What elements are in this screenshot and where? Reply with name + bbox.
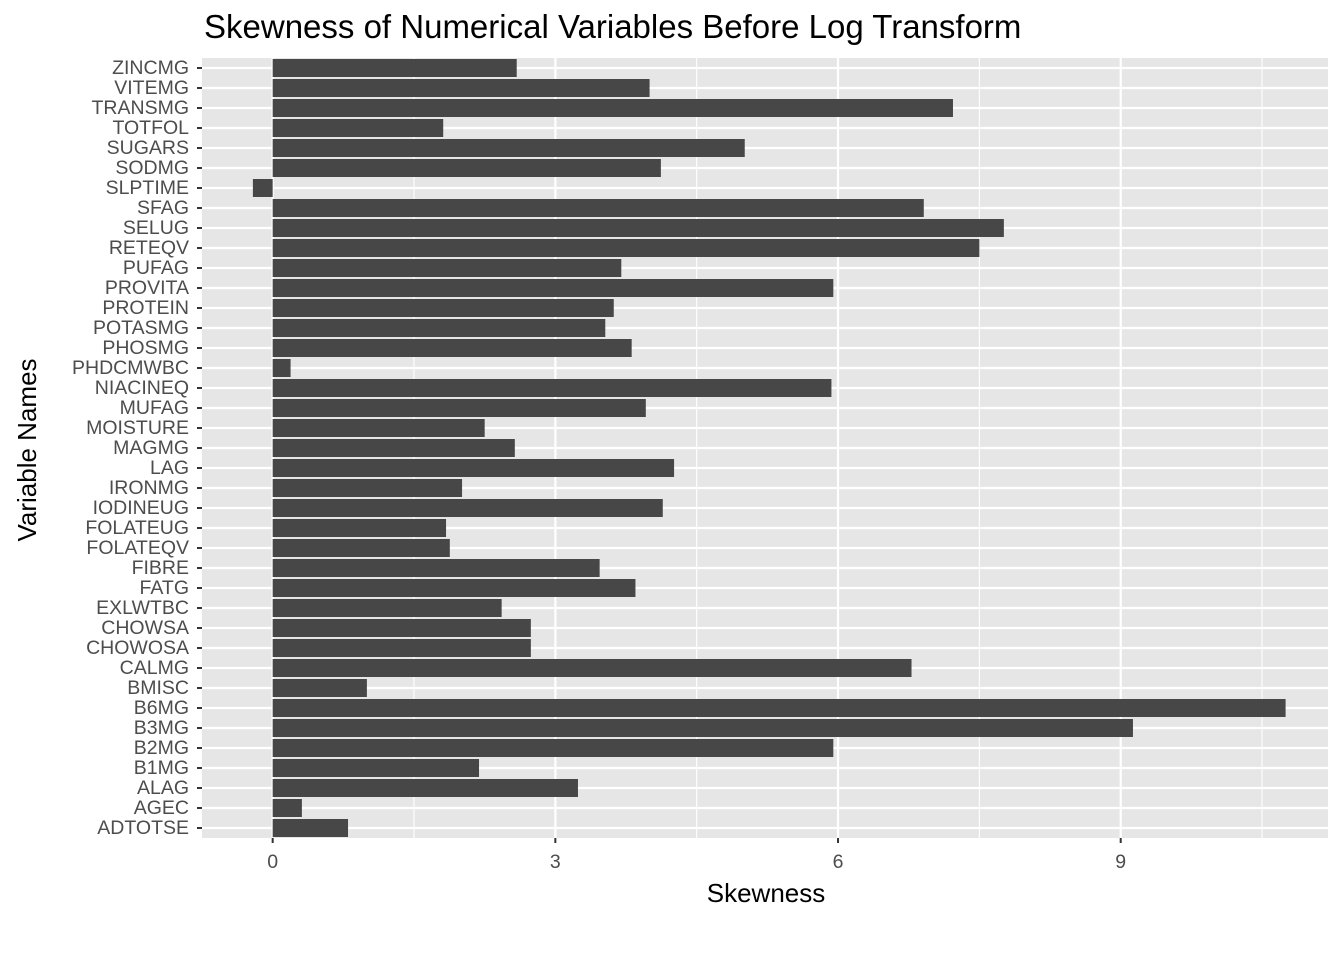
bar-sugars xyxy=(272,139,745,157)
bar-protein xyxy=(272,299,614,317)
bar-phosmg xyxy=(272,339,632,357)
y-tick-label: TOTFOL xyxy=(112,117,189,139)
bar-potasmg xyxy=(272,319,606,337)
bars xyxy=(252,59,1286,837)
y-tick-label: VITEMG xyxy=(114,77,189,99)
y-tick-label: MOISTURE xyxy=(86,417,189,439)
y-tick-label: B2MG xyxy=(134,737,189,759)
bar-magmg xyxy=(272,439,515,457)
bar-sfag xyxy=(272,199,924,217)
x-tick-label: 0 xyxy=(267,851,278,873)
y-tick-label: PHDCMWBC xyxy=(72,357,189,379)
y-tick-label: B1MG xyxy=(134,757,189,779)
bar-agec xyxy=(272,799,302,817)
y-tick-label: PROTEIN xyxy=(102,297,189,319)
bar-transmg xyxy=(272,99,953,117)
bar-calmg xyxy=(272,659,912,677)
bar-adtotse xyxy=(272,819,349,837)
bar-niacineq xyxy=(272,379,832,397)
y-tick-label: ALAG xyxy=(137,777,189,799)
bar-pufag xyxy=(272,259,622,277)
y-tick-label: CALMG xyxy=(120,657,189,679)
x-axis: 0 3 6 9 xyxy=(267,838,1126,873)
bar-exlwtbc xyxy=(272,599,502,617)
chart-title: Skewness of Numerical Variables Before L… xyxy=(204,8,1021,45)
x-tick-label: 3 xyxy=(550,851,561,873)
y-tick-label: SELUG xyxy=(123,217,189,239)
bar-fibre xyxy=(272,559,600,577)
y-tick-label: LAG xyxy=(150,457,189,479)
grid-lines xyxy=(202,58,1328,838)
y-tick-label: SUGARS xyxy=(107,137,189,159)
y-tick-label: SLPTIME xyxy=(106,177,189,199)
y-tick-label: NIACINEQ xyxy=(95,377,189,399)
bar-totfol xyxy=(272,119,444,137)
bar-zincmg xyxy=(272,59,517,77)
y-tick-label: ZINCMG xyxy=(112,57,189,79)
bar-folateug xyxy=(272,519,447,537)
y-tick-label: AGEC xyxy=(134,797,189,819)
bar-chowosa xyxy=(272,639,531,657)
y-tick-label: PUFAG xyxy=(123,257,189,279)
x-tick-label: 6 xyxy=(833,851,844,873)
y-tick-label: SFAG xyxy=(137,197,189,219)
bar-ironmg xyxy=(272,479,463,497)
y-tick-label: IRONMG xyxy=(109,477,189,499)
y-axis: ADTOTSEAGECALAGB1MGB2MGB3MGB6MGBMISCCALM… xyxy=(72,57,202,839)
y-tick-label: MAGMG xyxy=(113,437,189,459)
x-axis-title: Skewness xyxy=(707,878,826,908)
bar-fatg xyxy=(272,579,636,597)
y-tick-label: RETEQV xyxy=(109,237,189,259)
bar-b6mg xyxy=(272,699,1286,717)
y-tick-label: FATG xyxy=(140,577,189,599)
bar-iodineug xyxy=(272,499,663,517)
y-tick-label: TRANSMG xyxy=(92,97,190,119)
y-tick-label: BMISC xyxy=(127,677,189,699)
y-tick-label: FOLATEUG xyxy=(85,517,189,539)
bar-alag xyxy=(272,779,578,797)
bar-bmisc xyxy=(272,679,367,697)
y-tick-label: MUFAG xyxy=(120,397,189,419)
bar-vitemg xyxy=(272,79,650,97)
y-tick-label: FIBRE xyxy=(132,557,189,579)
y-tick-label: CHOWOSA xyxy=(86,637,189,659)
bar-slptime xyxy=(252,179,273,197)
bar-mufag xyxy=(272,399,646,417)
y-tick-label: B3MG xyxy=(134,717,189,739)
bar-provita xyxy=(272,279,834,297)
bar-phdcmwbc xyxy=(272,359,291,377)
bar-lag xyxy=(272,459,675,477)
bar-b1mg xyxy=(272,759,480,777)
y-tick-label: PHOSMG xyxy=(102,337,189,359)
y-tick-label: ADTOTSE xyxy=(97,817,189,839)
y-tick-label: POTASMG xyxy=(93,317,189,339)
x-tick-label: 9 xyxy=(1115,851,1126,873)
bar-folateqv xyxy=(272,539,450,557)
bar-selug xyxy=(272,219,1004,237)
y-tick-label: FOLATEQV xyxy=(86,537,189,559)
y-axis-title: Variable Names xyxy=(12,358,42,541)
bar-sodmg xyxy=(272,159,661,177)
bar-reteqv xyxy=(272,239,980,257)
y-tick-label: CHOWSA xyxy=(101,617,189,639)
y-tick-label: IODINEUG xyxy=(93,497,189,519)
bar-b3mg xyxy=(272,719,1133,737)
bar-moisture xyxy=(272,419,485,437)
bar-b2mg xyxy=(272,739,834,757)
y-tick-label: B6MG xyxy=(134,697,189,719)
y-tick-label: SODMG xyxy=(115,157,189,179)
y-tick-label: PROVITA xyxy=(105,277,189,299)
y-tick-label: EXLWTBC xyxy=(96,597,189,619)
bar-chowsa xyxy=(272,619,531,637)
